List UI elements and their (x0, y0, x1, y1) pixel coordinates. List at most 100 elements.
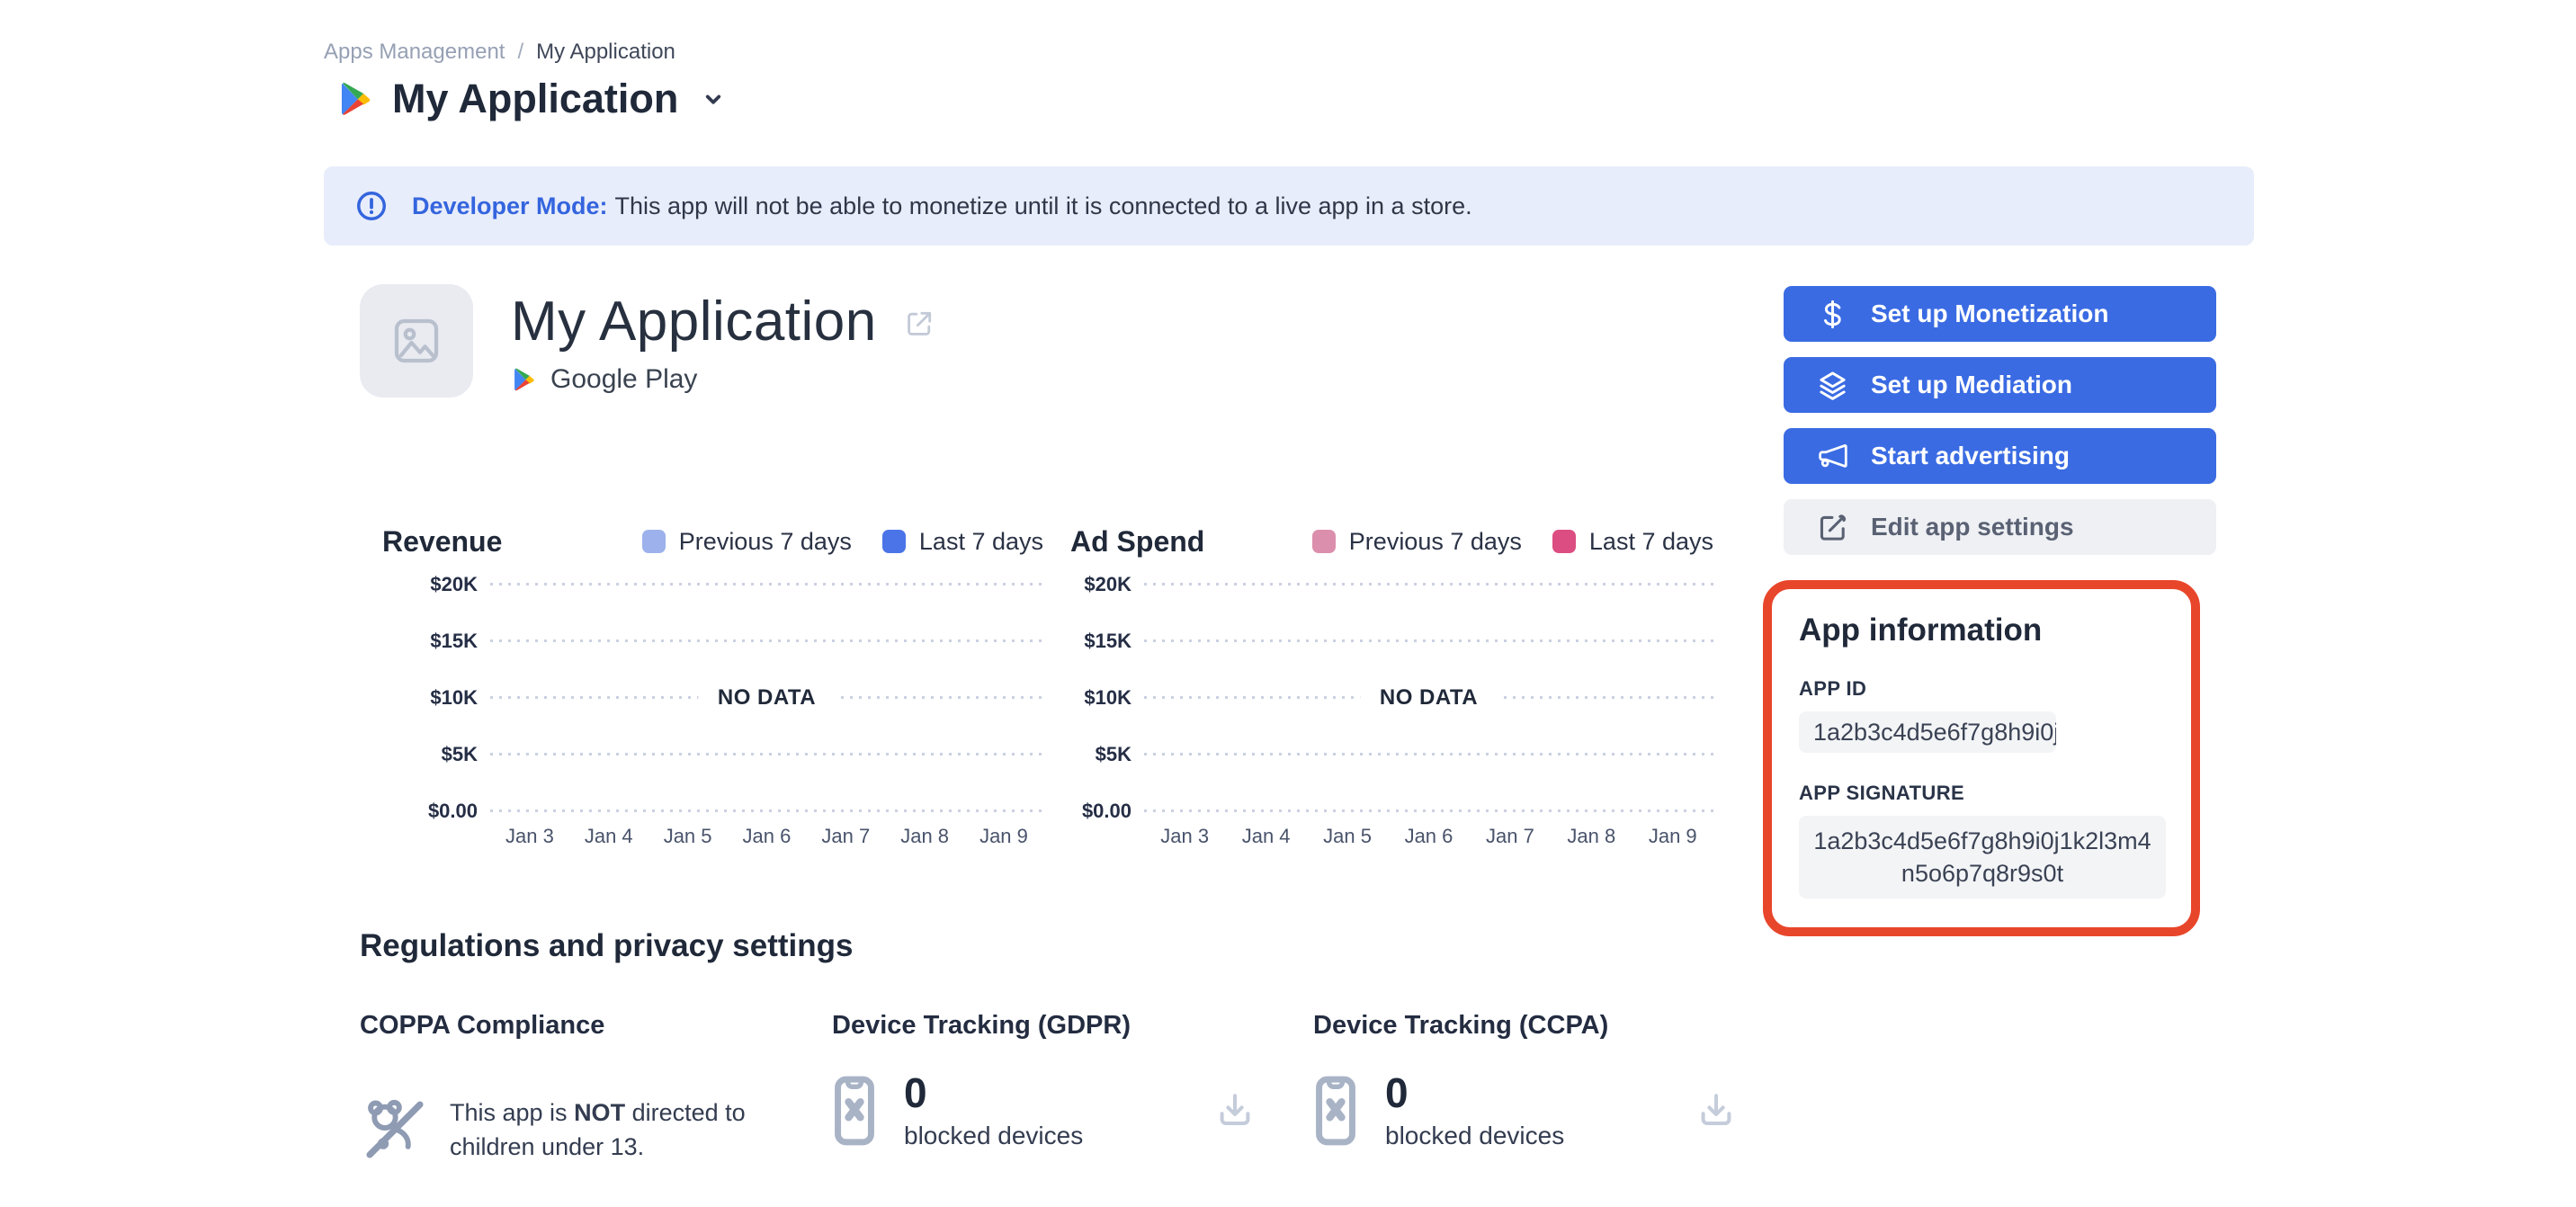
regulations-heading: Regulations and privacy settings (360, 928, 854, 963)
x-tick: Jan 6 (742, 825, 792, 847)
app-information-title: App information (1799, 612, 2043, 648)
legend-swatch-previous (641, 530, 666, 553)
alert-circle-icon (354, 189, 389, 223)
no-children-icon (366, 1099, 424, 1158)
legend-label-last: Last 7 days (918, 527, 1043, 555)
y-tick: $0.00 (427, 799, 478, 822)
action-buttons: Set up Monetization Set up Mediation Sta… (1784, 286, 2216, 555)
ccpa-download-button[interactable] (1695, 1089, 1738, 1132)
gridline (490, 639, 1043, 642)
ccpa-blocked-count: 0 (1385, 1069, 1409, 1116)
gdpr-blocked-count: 0 (904, 1069, 927, 1116)
megaphone-icon (1819, 443, 1847, 468)
store-row: Google Play (511, 364, 936, 395)
y-tick: $15K (1084, 629, 1131, 652)
app-signature-value: 1a2b3c4d5e6f7g8h9i0j1k2l3m4n5o6p7q8r9s0t (1799, 816, 2166, 899)
gridline (1144, 753, 1713, 755)
x-tick: Jan 9 (979, 825, 1028, 847)
page-title: My Application (392, 76, 679, 121)
app-switcher-dropdown[interactable] (700, 85, 727, 112)
x-tick: Jan 9 (1648, 825, 1697, 847)
x-tick: Jan 7 (1485, 825, 1534, 847)
edit-app-settings-button[interactable]: Edit app settings (1784, 499, 2216, 555)
ad-spend-plot-area: $20K $15K $10K NO DATA $5K $0.00 (1070, 573, 1713, 822)
y-tick: $20K (430, 572, 478, 595)
breadcrumb: Apps Management / My Application (324, 40, 675, 65)
x-tick: Jan 5 (663, 825, 712, 847)
legend-label-previous: Previous 7 days (1348, 527, 1522, 555)
breadcrumb-current: My Application (536, 40, 675, 64)
no-data-label: NO DATA (1359, 684, 1498, 711)
app-icon-placeholder (360, 284, 473, 398)
gdpr-tracking-card: Device Tracking (GDPR) 0 blocked devices (832, 1011, 1257, 1150)
y-tick: $10K (430, 685, 478, 709)
open-store-link[interactable] (902, 307, 936, 344)
setup-monetization-button[interactable]: Set up Monetization (1784, 286, 2216, 342)
layers-icon (1820, 371, 1846, 400)
ccpa-blocked-label: blocked devices (1385, 1122, 1565, 1149)
revenue-chart-title: Revenue (382, 524, 503, 558)
setup-mediation-button[interactable]: Set up Mediation (1784, 357, 2216, 413)
x-tick: Jan 5 (1323, 825, 1372, 847)
app-hero-main: My Application Google Play (511, 284, 936, 398)
blocked-device-icon (1316, 1076, 1355, 1146)
page-title-row: My Application (336, 76, 727, 122)
app-id-value: 1a2b3c4d5e6f7g8h9i0j1k2l (1799, 711, 2056, 753)
revenue-plot-area: $20K $15K $10K NO DATA $5K $0.00 (382, 573, 1043, 822)
dollar-icon (1824, 300, 1841, 328)
revenue-x-axis: Jan 3 Jan 4 Jan 5 Jan 6 Jan 7 Jan 8 Jan … (490, 825, 1043, 848)
app-id-label: APP ID (1799, 677, 1867, 700)
app-information-panel: App information APP ID 1a2b3c4d5e6f7g8h9… (1799, 612, 2166, 899)
legend-label-previous: Previous 7 days (678, 527, 852, 555)
legend-swatch-last (881, 530, 906, 553)
start-advertising-button[interactable]: Start advertising (1784, 428, 2216, 484)
coppa-compliance-card: COPPA Compliance This app is NOT directe… (360, 1011, 784, 1188)
x-tick: Jan 8 (900, 825, 950, 847)
blocked-device-icon (835, 1076, 874, 1146)
x-tick: Jan 6 (1404, 825, 1453, 847)
store-name: Google Play (550, 364, 698, 394)
legend-label-last: Last 7 days (1588, 527, 1713, 555)
y-tick: $20K (1084, 572, 1131, 595)
gridline (490, 809, 1043, 812)
setup-mediation-label: Set up Mediation (1871, 371, 2072, 398)
gridline: NO DATA (1144, 684, 1713, 711)
image-placeholder-icon (394, 318, 439, 363)
chevron-down-icon (706, 94, 721, 104)
banner-body-text: This app will not be able to monetize un… (614, 192, 1472, 219)
x-tick: Jan 8 (1567, 825, 1616, 847)
coppa-description: This app is NOT directed to children und… (450, 1099, 746, 1160)
ccpa-tracking-card: Device Tracking (CCPA) 0 blocked devices (1313, 1011, 1738, 1150)
x-tick: Jan 4 (584, 825, 633, 847)
edit-app-settings-label: Edit app settings (1871, 513, 2074, 541)
banner-message: Developer Mode: This app will not be able… (412, 192, 1472, 220)
edit-icon (1820, 514, 1847, 541)
gdpr-download-button[interactable] (1213, 1089, 1257, 1132)
x-tick: Jan 3 (505, 825, 554, 847)
regulations-section: Regulations and privacy settings COPPA C… (360, 928, 2213, 1207)
gdpr-blocked-label: blocked devices (904, 1122, 1084, 1149)
app-signature-label: APP SIGNATURE (1799, 782, 1965, 804)
y-tick: $10K (1084, 685, 1131, 709)
breadcrumb-apps-management[interactable]: Apps Management (324, 40, 505, 64)
gridline (1144, 809, 1713, 812)
download-icon (1701, 1094, 1731, 1125)
external-link-icon (907, 311, 931, 335)
coppa-not-bold: NOT (574, 1099, 626, 1126)
no-data-label: NO DATA (697, 684, 836, 711)
start-advertising-label: Start advertising (1871, 442, 2070, 469)
x-tick: Jan 4 (1241, 825, 1291, 847)
app-name: My Application (511, 291, 877, 353)
revenue-chart: Revenue Previous 7 days Last 7 days $20K… (382, 522, 1043, 848)
ccpa-title: Device Tracking (CCPA) (1313, 1011, 1609, 1040)
y-tick: $5K (1095, 742, 1131, 765)
gridline: NO DATA (490, 684, 1043, 711)
revenue-legend: Previous 7 days Last 7 days (641, 527, 1043, 556)
app-information-highlight: App information APP ID 1a2b3c4d5e6f7g8h9… (1763, 580, 2200, 936)
gdpr-title: Device Tracking (GDPR) (832, 1011, 1131, 1040)
developer-mode-banner: Developer Mode: This app will not be able… (324, 166, 2254, 246)
gridline (1144, 583, 1713, 586)
legend-swatch-previous (1311, 530, 1336, 553)
y-tick: $0.00 (1081, 799, 1131, 822)
